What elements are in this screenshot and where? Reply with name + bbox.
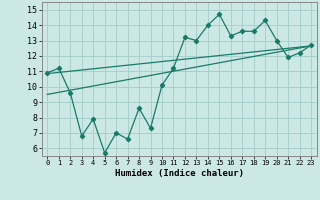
X-axis label: Humidex (Indice chaleur): Humidex (Indice chaleur) <box>115 169 244 178</box>
